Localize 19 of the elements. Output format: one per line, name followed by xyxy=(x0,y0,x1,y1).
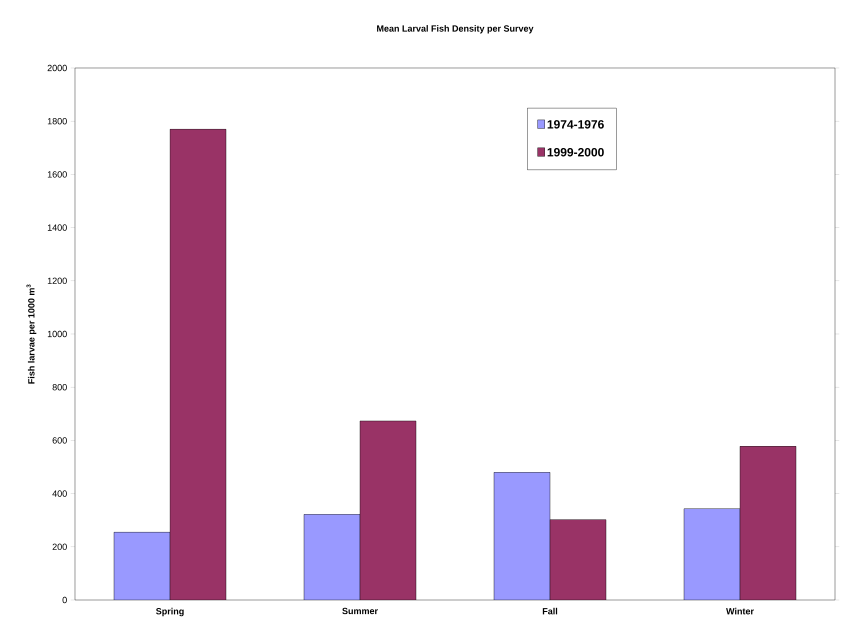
y-tick-label: 1000 xyxy=(48,330,67,338)
legend-label: 1974-1976 xyxy=(548,120,604,129)
y-tick-label: 800 xyxy=(52,384,67,390)
y-tick-label: 1600 xyxy=(48,171,67,178)
y-tick-label: 1200 xyxy=(48,278,67,284)
y-tick-label: 1400 xyxy=(48,224,67,231)
y-axis-title: Fish larvae per 1000 m$^{3}$ xyxy=(26,284,36,384)
x-tick-label: Winter xyxy=(726,608,754,614)
y-tick-label: 0 xyxy=(62,596,67,604)
chart-title: Mean Larval Fish Density per Survey xyxy=(377,25,534,34)
y-tick-label: 2000 xyxy=(48,64,67,72)
y-tick-label: 400 xyxy=(52,490,67,497)
x-tick-label: Summer xyxy=(342,608,378,614)
legend-label: 1999-2000 xyxy=(548,148,604,156)
x-tick-label: Fall xyxy=(542,608,558,614)
y-tick-label: 600 xyxy=(52,437,67,444)
y-tick-label: 1800 xyxy=(48,118,67,124)
y-tick-label: 200 xyxy=(52,544,67,550)
x-tick-label: Spring xyxy=(156,608,184,616)
